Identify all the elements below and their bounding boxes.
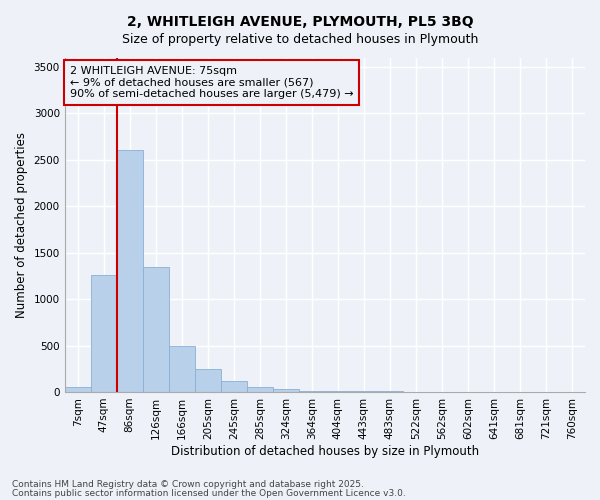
Bar <box>195 368 221 392</box>
Bar <box>91 276 116 392</box>
Bar <box>117 150 143 392</box>
Text: Size of property relative to detached houses in Plymouth: Size of property relative to detached ho… <box>122 32 478 46</box>
Bar <box>169 346 195 392</box>
Text: 2 WHITLEIGH AVENUE: 75sqm
← 9% of detached houses are smaller (567)
90% of semi-: 2 WHITLEIGH AVENUE: 75sqm ← 9% of detach… <box>70 66 353 99</box>
Bar <box>143 266 169 392</box>
Y-axis label: Number of detached properties: Number of detached properties <box>15 132 28 318</box>
Bar <box>221 381 247 392</box>
Text: Contains HM Land Registry data © Crown copyright and database right 2025.: Contains HM Land Registry data © Crown c… <box>12 480 364 489</box>
Bar <box>299 390 325 392</box>
Text: 2, WHITLEIGH AVENUE, PLYMOUTH, PL5 3BQ: 2, WHITLEIGH AVENUE, PLYMOUTH, PL5 3BQ <box>127 15 473 29</box>
X-axis label: Distribution of detached houses by size in Plymouth: Distribution of detached houses by size … <box>171 444 479 458</box>
Bar <box>273 388 299 392</box>
Text: Contains public sector information licensed under the Open Government Licence v3: Contains public sector information licen… <box>12 488 406 498</box>
Bar <box>65 388 91 392</box>
Bar <box>247 387 273 392</box>
